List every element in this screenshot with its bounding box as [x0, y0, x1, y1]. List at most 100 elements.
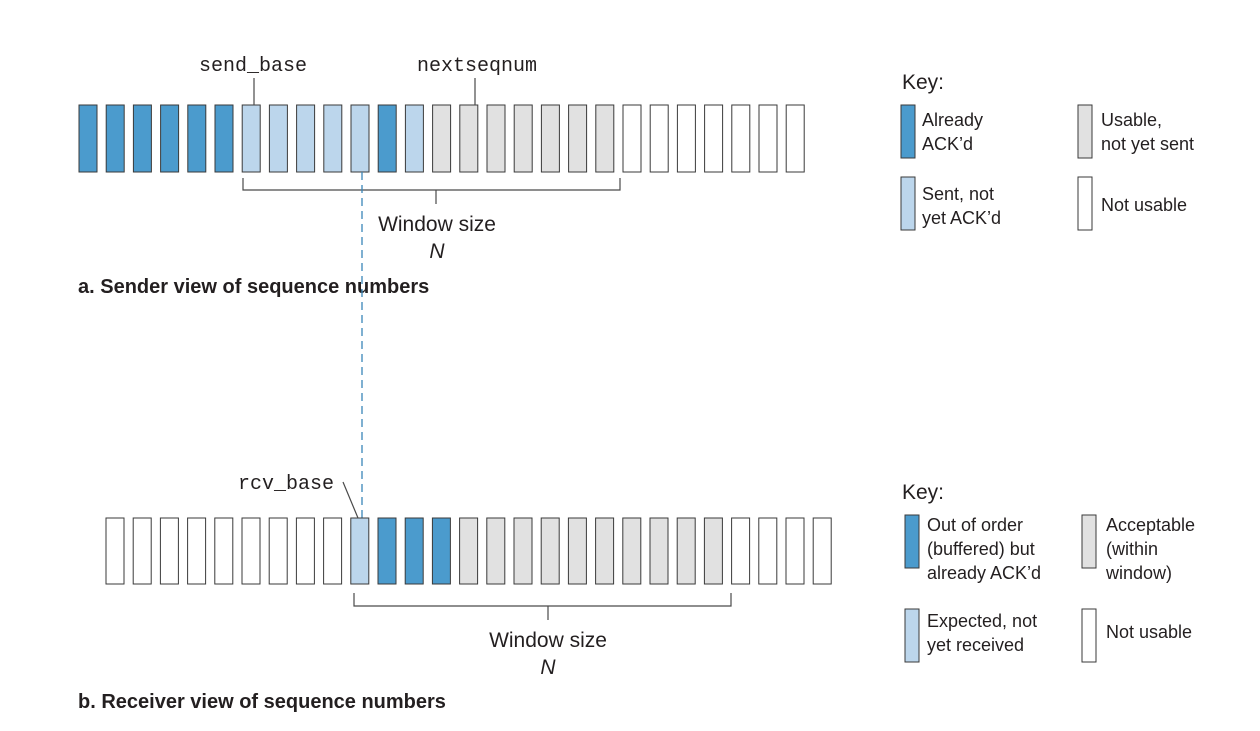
receiver-window-size-label: Window size	[489, 629, 607, 652]
sequence-cell	[377, 517, 397, 585]
key-swatch-out-of-order	[904, 514, 920, 569]
sequence-cell	[241, 104, 261, 173]
sequence-cell	[350, 104, 370, 173]
sequence-cell	[785, 517, 805, 585]
key-label-line: (within	[1106, 539, 1158, 559]
send-base-label: send_base	[199, 55, 307, 78]
sequence-cell	[377, 104, 397, 173]
key-label-line: not yet sent	[1101, 134, 1194, 154]
key-label-line: Not usable	[1101, 195, 1187, 215]
sequence-cell	[595, 517, 615, 585]
sequence-cell	[296, 104, 316, 173]
sequence-cell	[676, 517, 696, 585]
sender-view: send_base nextseqnum Window size N a. Se…	[78, 55, 1194, 298]
sender-key-title: Key:	[902, 71, 944, 94]
key-label-usable-not-sent: Usable, not yet sent	[1101, 110, 1194, 154]
sequence-cell	[404, 517, 424, 585]
key-label-line: Acceptable	[1106, 515, 1195, 535]
key-label-line: (buffered) but	[927, 539, 1035, 559]
sequence-cell	[459, 517, 479, 585]
sender-window-size-label: Window size	[378, 213, 496, 236]
sequence-cell	[241, 517, 261, 585]
sequence-cell	[649, 104, 669, 173]
rcv-base-pointer	[342, 481, 359, 519]
key-swatch-expected-not-received	[904, 608, 920, 663]
key-label-line: Already	[922, 110, 983, 130]
sequence-cell	[703, 517, 723, 585]
sender-key: Key: Already ACK’d Usable, not yet sent …	[900, 71, 1194, 231]
key-label-not-usable: Not usable	[1106, 622, 1192, 642]
sequence-cell	[214, 104, 234, 173]
key-swatch-sent-not-acked	[900, 176, 916, 231]
key-swatch-already-acked	[900, 104, 916, 159]
sequence-cell	[105, 104, 125, 173]
key-label-line: yet received	[927, 635, 1024, 655]
sequence-cell	[622, 104, 642, 173]
key-label-line: ACK’d	[922, 134, 973, 154]
sequence-cell	[105, 517, 125, 585]
key-label-line: yet ACK’d	[922, 208, 1001, 228]
sequence-cell	[513, 517, 533, 585]
sequence-cell	[758, 517, 778, 585]
sequence-cell	[214, 517, 234, 585]
sequence-cell	[159, 517, 179, 585]
key-label-line: window)	[1105, 563, 1172, 583]
key-swatch-not-usable	[1081, 608, 1097, 663]
sequence-cell	[404, 104, 424, 173]
sequence-cell	[132, 517, 152, 585]
receiver-view: rcv_base Window size N b. Receiver view …	[78, 473, 1195, 713]
sequence-cell	[568, 104, 588, 173]
key-swatch-usable-not-sent	[1077, 104, 1093, 159]
sequence-cell	[704, 104, 724, 173]
sequence-cell	[567, 517, 587, 585]
sequence-cell	[160, 104, 180, 173]
nextseqnum-label: nextseqnum	[417, 55, 537, 78]
sequence-cell	[785, 104, 805, 173]
sequence-cell	[268, 517, 288, 585]
sequence-cell	[540, 517, 560, 585]
receiver-window-n-symbol: N	[540, 656, 556, 679]
key-label-sent-not-acked: Sent, not yet ACK’d	[922, 184, 1001, 228]
sequence-cell	[812, 517, 832, 585]
sequence-cell	[187, 104, 207, 173]
sender-sequence-cells	[78, 104, 805, 173]
sequence-cell	[431, 517, 451, 585]
key-label-out-of-order: Out of order (buffered) but already ACK’…	[927, 515, 1041, 583]
sequence-cell	[459, 104, 479, 173]
sender-window-bracket	[242, 178, 621, 204]
sequence-cell	[323, 517, 343, 585]
sequence-cell	[731, 104, 751, 173]
rcv-base-label: rcv_base	[238, 473, 334, 496]
sender-window-n-symbol: N	[429, 240, 445, 263]
receiver-key: Key: Out of order (buffered) but already…	[902, 481, 1195, 663]
sender-caption: a. Sender view of sequence numbers	[78, 276, 429, 298]
receiver-window-bracket	[353, 593, 732, 620]
sequence-cell	[649, 517, 669, 585]
sequence-cell	[132, 104, 152, 173]
receiver-sequence-cells	[105, 517, 832, 585]
sequence-cell	[540, 104, 560, 173]
sequence-cell	[78, 104, 98, 173]
key-label-line: Not usable	[1106, 622, 1192, 642]
sequence-cell	[268, 104, 288, 173]
sequence-cell	[295, 517, 315, 585]
key-label-line: Usable,	[1101, 110, 1162, 130]
sequence-cell	[758, 104, 778, 173]
key-label-line: Expected, not	[927, 611, 1037, 631]
key-label-line: already ACK’d	[927, 563, 1041, 583]
key-swatch-acceptable	[1081, 514, 1097, 569]
receiver-key-title: Key:	[902, 481, 944, 504]
sequence-cell	[731, 517, 751, 585]
sequence-cell	[432, 104, 452, 173]
sequence-cell	[323, 104, 343, 173]
sequence-cell	[486, 517, 506, 585]
sequence-cell	[513, 104, 533, 173]
key-swatch-not-usable	[1077, 176, 1093, 231]
sequence-cell	[187, 517, 207, 585]
sequence-cell	[595, 104, 615, 173]
sequence-cell	[350, 517, 370, 585]
key-label-line: Sent, not	[922, 184, 994, 204]
sequence-cell	[676, 104, 696, 173]
key-label-already-acked: Already ACK’d	[922, 110, 988, 154]
